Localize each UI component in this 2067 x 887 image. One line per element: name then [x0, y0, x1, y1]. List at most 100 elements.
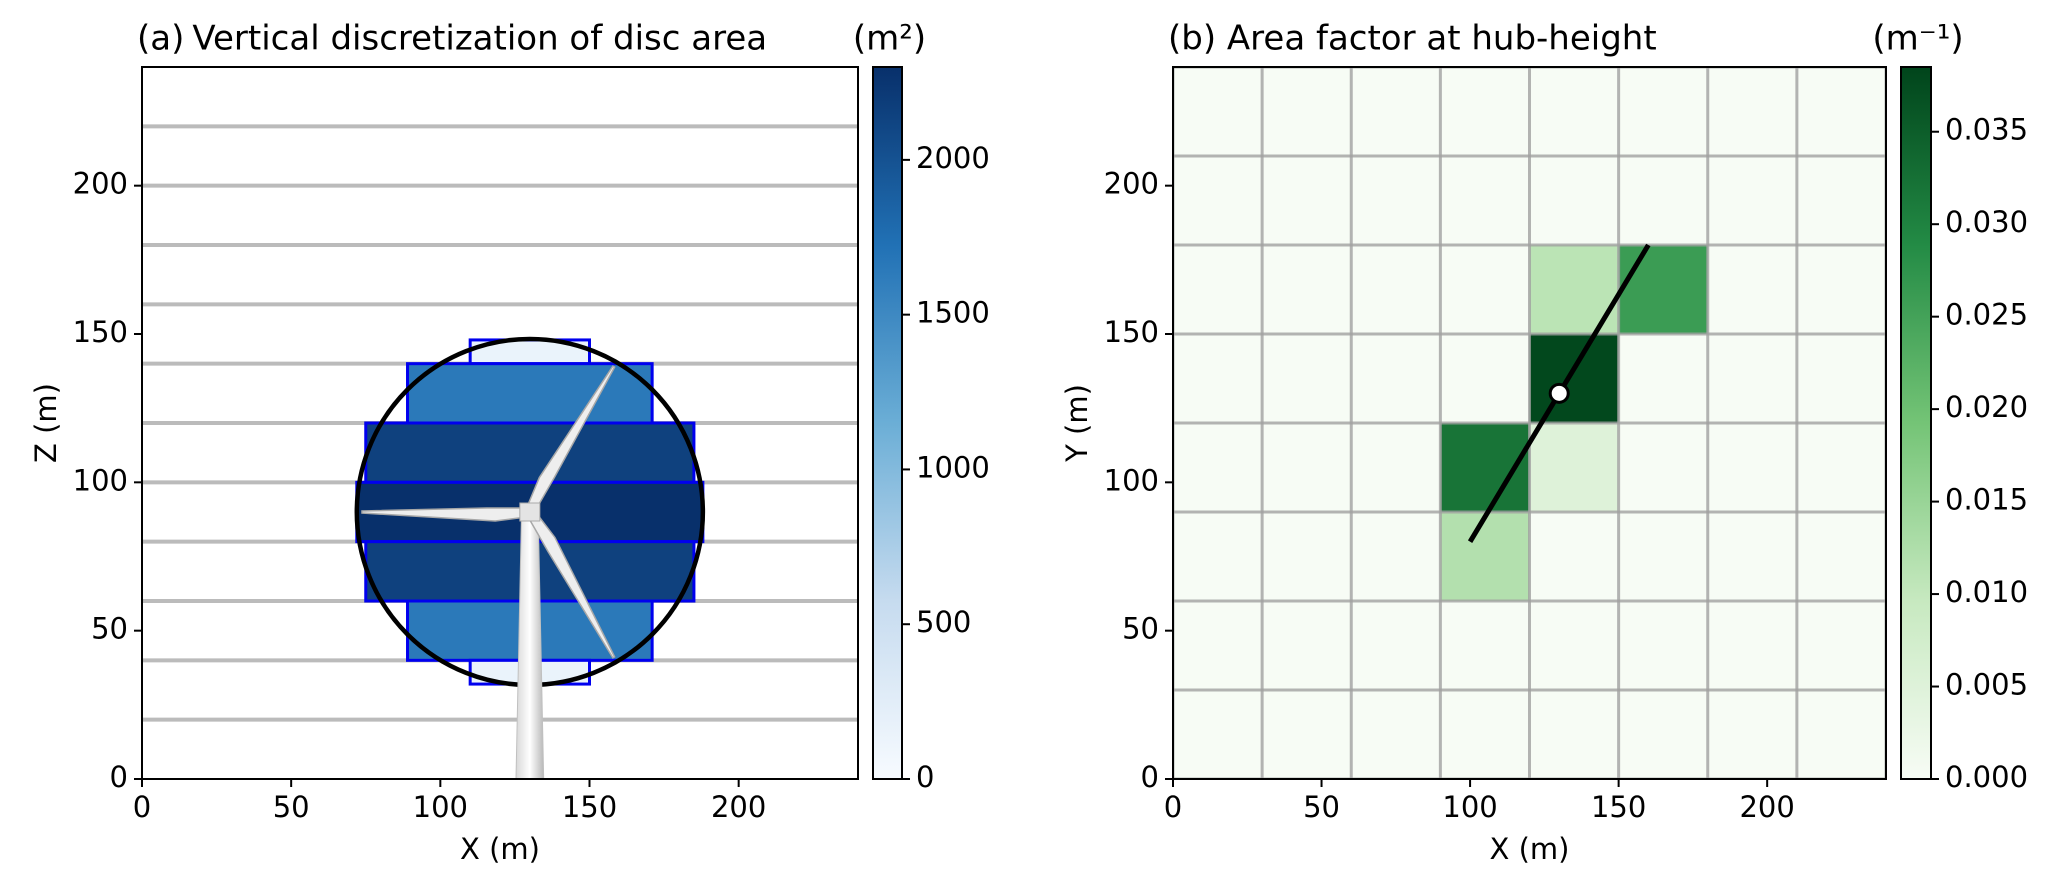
heatmap-cell: [1440, 601, 1530, 690]
y-tick-label: 0: [1141, 760, 1159, 794]
heatmap-cell: [1618, 67, 1708, 156]
colorbar-tick-label: 0.030: [1945, 205, 2028, 239]
heatmap-cell: [1262, 156, 1352, 245]
heatmap-cell: [1262, 601, 1352, 690]
colorbar-tick-label: 0.025: [1945, 298, 2028, 332]
nacelle: [519, 502, 541, 522]
hub-point: [1548, 382, 1570, 404]
y-tick-label: 200: [73, 167, 128, 201]
y-tick-label: 100: [73, 463, 128, 497]
x-axis-label: X (m): [1490, 832, 1570, 866]
heatmap-cell: [1796, 156, 1886, 245]
heatmap-cell: [1796, 423, 1886, 512]
y-tick-label: 100: [1104, 463, 1159, 497]
heatmap-cell: [1618, 423, 1708, 512]
heatmap-cell: [1262, 423, 1352, 512]
x-tick-label: 200: [1739, 790, 1794, 824]
colorbar-tick-label: 0.020: [1945, 390, 2028, 424]
heatmap-cell: [1173, 156, 1263, 245]
colorbar-tick-label: 0.010: [1945, 575, 2028, 609]
heatmap-cell: [1351, 601, 1441, 690]
heatmap-cell: [1262, 512, 1352, 601]
x-tick-label: 100: [413, 790, 468, 824]
heatmap-cell: [1796, 245, 1886, 334]
heatmap-cell: [1173, 601, 1263, 690]
colorbar-tick-label: 0: [916, 760, 934, 794]
y-axis-label: Z (m): [29, 383, 63, 463]
colorbar: [872, 66, 903, 780]
heatmap-cell: [1440, 67, 1530, 156]
y-tick-label: 150: [73, 315, 128, 349]
heatmap-cell: [1707, 512, 1797, 601]
colorbar-label: (m⁻¹): [1872, 19, 1963, 59]
heatmap-cell: [1796, 690, 1886, 779]
panel-label: (a): [137, 19, 184, 59]
colorbar-tick-label: 500: [916, 605, 971, 639]
heatmap-cell: [1796, 512, 1886, 601]
heatmap-cell: [1173, 512, 1263, 601]
colorbar-tick-label: 0.005: [1945, 668, 2028, 702]
heatmap-cell: [1707, 245, 1797, 334]
y-tick-label: 50: [1122, 612, 1159, 646]
x-tick-label: 150: [1591, 790, 1646, 824]
heatmap-cell: [1440, 690, 1530, 779]
chart-title: (b) Area factor at hub-height: [1168, 19, 1657, 59]
heatmap-cell: [1707, 423, 1797, 512]
heatmap-cell: [1529, 156, 1619, 245]
x-tick-label: 0: [133, 790, 151, 824]
heatmap-cell: [1351, 690, 1441, 779]
heatmap-cell: [1796, 601, 1886, 690]
heatmap-cell: [1262, 334, 1352, 423]
heatmap-cell: [1351, 156, 1441, 245]
axes-frame: [141, 66, 859, 780]
plot-area: [1173, 67, 1886, 779]
layer-cell: [406, 362, 654, 425]
heatmap-cell: [1707, 67, 1797, 156]
axes-frame: [1172, 66, 1887, 780]
heatmap-cell: [1618, 245, 1708, 334]
heatmap-cell: [1529, 512, 1619, 601]
heatmap-cell: [1529, 67, 1619, 156]
colorbar-tick-label: 1000: [916, 450, 990, 484]
heatmap-cell: [1351, 512, 1441, 601]
heatmap-cell: [1707, 334, 1797, 423]
heatmap-cell: [1796, 334, 1886, 423]
colorbar-tick-label: 0.015: [1945, 483, 2028, 517]
heatmap-cell: [1529, 601, 1619, 690]
y-tick-label: 150: [1104, 315, 1159, 349]
heatmap-cell: [1529, 423, 1619, 512]
colorbar-tick-label: 1500: [916, 296, 990, 330]
heatmap-cell: [1618, 156, 1708, 245]
plot-area: [142, 124, 858, 779]
colorbar-tick-label: 0.000: [1945, 760, 2028, 794]
heatmap-cell: [1618, 690, 1708, 779]
heatmap-cell: [1440, 334, 1530, 423]
heatmap-cell: [1351, 67, 1441, 156]
x-axis-label: X (m): [460, 832, 540, 866]
heatmap-cell: [1440, 512, 1530, 601]
heatmap-cell: [1173, 245, 1263, 334]
heatmap-cell: [1262, 67, 1352, 156]
colorbar: [1900, 66, 1932, 780]
heatmap-cell: [1618, 334, 1708, 423]
y-tick-label: 0: [110, 760, 128, 794]
heatmap-cell: [1351, 245, 1441, 334]
x-tick-label: 150: [562, 790, 617, 824]
heatmap-cell: [1262, 690, 1352, 779]
heatmap-cell: [1173, 67, 1263, 156]
x-tick-label: 50: [1303, 790, 1340, 824]
colorbar-tick-label: 0.035: [1945, 113, 2028, 147]
heatmap-cell: [1440, 245, 1530, 334]
x-tick-label: 0: [1164, 790, 1182, 824]
heatmap-cell: [1529, 334, 1619, 423]
heatmap-cell: [1707, 690, 1797, 779]
y-tick-label: 50: [91, 612, 128, 646]
x-tick-label: 100: [1442, 790, 1497, 824]
layer-cell: [364, 421, 696, 484]
heatmap-cell: [1440, 156, 1530, 245]
chart-title: Vertical discretization of disc area: [192, 19, 767, 59]
heatmap-cell: [1173, 334, 1263, 423]
heatmap-cell: [1618, 601, 1708, 690]
heatmap-cell: [1618, 512, 1708, 601]
